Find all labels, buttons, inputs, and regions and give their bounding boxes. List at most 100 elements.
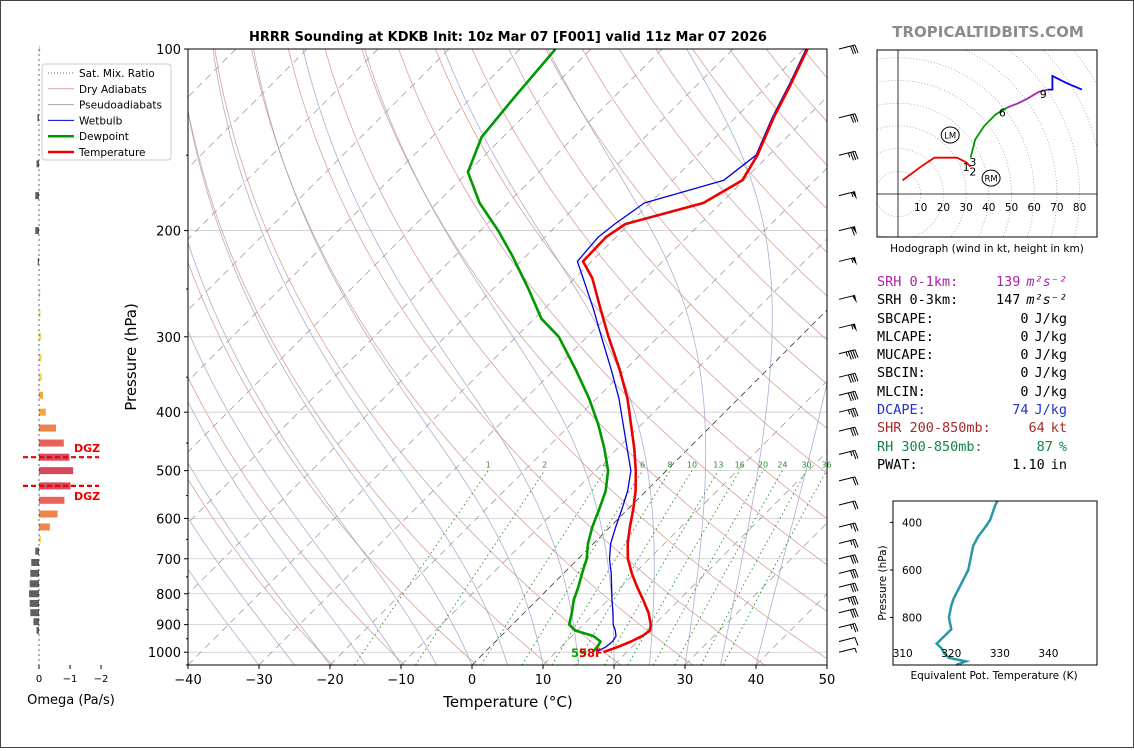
wind-barb-flag (852, 323, 857, 332)
mixing-ratio-label: 10 (687, 461, 697, 470)
wind-barb (838, 449, 859, 460)
wind-barb-staff (838, 294, 856, 300)
hodo-ring-label: 40 (982, 202, 995, 214)
skewt-y-tick-label: 700 (156, 553, 181, 568)
wind-barb-staff (838, 500, 856, 506)
theta-e-y-tick-label: 800 (902, 612, 922, 624)
parameter-value: 74 (1012, 402, 1029, 419)
isotherm-line (188, 49, 521, 382)
pseudoadiabat-line (443, 49, 655, 665)
wind-barb-full (852, 114, 857, 123)
hodo-height-label: 2 (969, 165, 976, 178)
wind-barb-staff (838, 449, 856, 455)
isotherm-line (188, 49, 450, 311)
wind-barb-full (854, 522, 859, 532)
parameter-label: SBCIN: (877, 365, 926, 382)
wind-barb-staff (838, 522, 856, 528)
wind-barb-full (854, 623, 859, 632)
wind-barb-half (850, 523, 853, 529)
omega-bar (39, 391, 44, 399)
dry-adiabat-line (188, 108, 549, 665)
hodo-ring-label: 60 (1028, 202, 1041, 214)
mixing-ratio-line (674, 470, 783, 665)
wind-barb-full (850, 555, 854, 565)
mixing-ratio-label: 8 (668, 461, 673, 470)
wind-barb-full (854, 476, 859, 486)
wind-barb-full (850, 609, 854, 619)
omega-bar (39, 496, 65, 504)
wind-barb (838, 623, 859, 633)
wind-barb-staff (838, 372, 856, 378)
wind-barb-full (852, 427, 857, 436)
dry-adiabat-line (434, 49, 827, 520)
omega-bar (29, 599, 39, 607)
legend-label: Pseudoadiabats (79, 100, 162, 112)
wind-barb (838, 44, 859, 55)
wind-barb (838, 407, 859, 418)
wind-barb-full (852, 45, 857, 54)
parameter-row: PWAT: 1.10 in (877, 456, 1067, 474)
parameter-row: MLCIN: 0 J/kg (877, 383, 1067, 401)
omega-bar (39, 439, 64, 447)
omega-bar (39, 310, 41, 318)
theta-e-x-tick-label: 340 (1038, 648, 1058, 660)
wind-barb-staff (838, 554, 856, 560)
wind-barb-staff (838, 623, 856, 628)
wind-barb-full (854, 608, 859, 617)
wind-barb-half (850, 624, 853, 630)
wind-barb-full (852, 350, 857, 359)
wind-barb-staff (838, 44, 856, 50)
parameter-label: SHR 200-850mb: (877, 420, 991, 437)
wind-barb-full (850, 570, 854, 579)
wind-barb-half (851, 192, 854, 198)
omega-bar (39, 373, 42, 381)
parameter-row: SBCIN: 0 J/kg (877, 364, 1067, 382)
skewt-x-tick-label: 10 (535, 673, 552, 688)
omega-bar (36, 160, 39, 168)
wind-barb-staff (838, 349, 856, 355)
wind-barb-flag (852, 226, 857, 235)
isotherm-line (188, 49, 663, 524)
hodo-ring-label: 70 (1050, 202, 1063, 214)
pseudoadiabat-line (253, 49, 544, 665)
omega-x-tick-label: 0 (36, 674, 42, 685)
skewt-x-tick-label: 40 (748, 673, 765, 688)
theta-e-frame (892, 500, 1098, 666)
pseudoadiabat-line (364, 49, 615, 665)
omega-bar (39, 523, 50, 531)
omega-bar (39, 510, 58, 518)
dry-adiabat-line (214, 49, 621, 665)
parameter-unit: % (1058, 438, 1067, 455)
isotherm-line (684, 522, 827, 665)
hodo-ring-label: 80 (1073, 202, 1086, 214)
hodo-height-label: 1 (963, 161, 970, 174)
skewt-x-label: Temperature (°C) (442, 693, 572, 711)
wind-barb-full (854, 349, 859, 358)
dry-adiabat-line (471, 49, 827, 474)
hodo-segment (1047, 74, 1083, 91)
legend-label: Dewpoint (79, 131, 129, 143)
wind-barb-half (847, 597, 851, 603)
mixing-ratio-label: 4 (603, 461, 608, 470)
wind-barb-full (852, 569, 857, 579)
parameter-unit: J/kg (1034, 347, 1067, 364)
wind-barb-full (852, 596, 857, 605)
wind-barb-half (845, 351, 849, 357)
skewt-panel: HRRR Sounding at KDKB Init: 10z Mar 07 [… (41, 30, 859, 711)
hodo-segment (901, 156, 972, 182)
parameter-label: SRH 0-3km: (877, 292, 959, 309)
wind-barb (838, 256, 857, 266)
parameter-row: RH 300-850mb: 87% (877, 438, 1067, 456)
parameter-row: MUCAPE: 0 J/kg (877, 346, 1067, 364)
wind-barb-full (852, 555, 857, 564)
wind-barb-full (847, 392, 852, 402)
parameter-label: RH 300-850mb: (877, 438, 983, 455)
wind-barb-half (854, 648, 857, 653)
chart-title: HRRR Sounding at KDKB Init: 10z Mar 07 [… (249, 30, 767, 45)
parameter-label: MLCIN: (877, 383, 926, 400)
wind-barb (838, 226, 857, 236)
mixing-ratio-label: 1 (486, 461, 491, 470)
wind-barb-flag (852, 257, 857, 266)
hodograph-caption: Hodograph (wind in kt, height in km) (890, 243, 1084, 255)
dry-adiabat-line (251, 49, 693, 665)
